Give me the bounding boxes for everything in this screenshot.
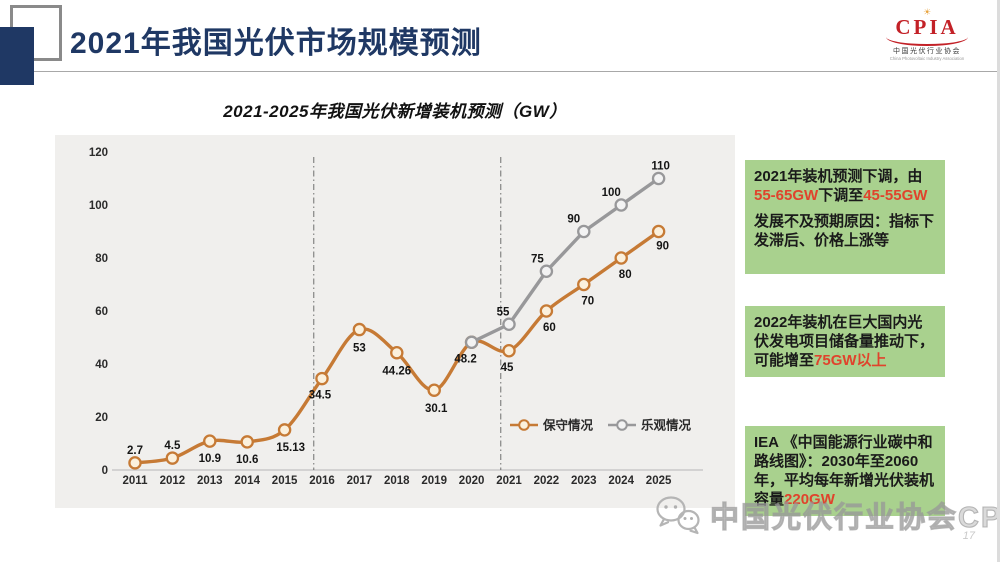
svg-text:55: 55 (497, 306, 510, 318)
svg-text:2019: 2019 (421, 475, 447, 487)
text-run: 2021年装机预测下调，由 (754, 168, 923, 185)
svg-text:2012: 2012 (160, 475, 186, 487)
svg-text:4.5: 4.5 (164, 440, 181, 452)
svg-text:90: 90 (656, 241, 669, 253)
svg-text:2014: 2014 (234, 475, 260, 487)
svg-text:120: 120 (89, 147, 108, 159)
svg-text:60: 60 (95, 306, 108, 318)
highlighted-value: 75GW以上 (814, 352, 887, 370)
svg-text:0: 0 (102, 465, 108, 477)
svg-text:2.7: 2.7 (127, 445, 143, 457)
svg-text:2011: 2011 (123, 475, 149, 487)
svg-text:2017: 2017 (347, 475, 373, 487)
svg-text:70: 70 (581, 296, 594, 308)
svg-text:110: 110 (651, 161, 670, 173)
svg-text:保守情况: 保守情况 (542, 418, 594, 433)
annotation-text: 2022年装机在巨大国内光伏发电项目储备量推动下，可能增至75GW以上 (754, 313, 936, 370)
svg-text:40: 40 (95, 359, 108, 371)
svg-text:乐观情况: 乐观情况 (641, 418, 692, 433)
annotation-text: IEA 《中国能源行业碳中和路线图》：2030年至2060年，平均每年新增光伏装… (754, 433, 936, 509)
svg-text:10.6: 10.6 (236, 454, 258, 466)
decor-square-solid (0, 27, 34, 85)
svg-text:75: 75 (531, 253, 544, 265)
svg-text:48.2: 48.2 (454, 353, 476, 365)
text-run: 发展不及预期原因：指标下发滞后、价格上涨等 (754, 213, 935, 250)
text-run: IEA 《中国能源行业碳中和路线图》：2030年至2060年，平均每年新增光伏装… (754, 434, 935, 509)
svg-text:2015: 2015 (272, 475, 298, 487)
svg-text:2016: 2016 (309, 475, 335, 487)
cpia-logo-text: CPIA (895, 15, 959, 39)
svg-text:2013: 2013 (197, 475, 223, 487)
svg-text:2022: 2022 (534, 475, 560, 487)
svg-text:100: 100 (89, 200, 108, 212)
chart-panel: 0 20 40 60 80 100 120 2011 2012 2013 2014 2015 2016 2… (55, 135, 735, 508)
svg-text:2025: 2025 (646, 475, 672, 487)
header-divider (33, 71, 997, 72)
cpia-logo: ☀ CPIA 中国光伏行业协会 China Photovoltaic Indus… (879, 8, 975, 63)
annotation-box-2022-forecast: 2022年装机在巨大国内光伏发电项目储备量推动下，可能增至75GW以上 (745, 306, 945, 378)
svg-text:53: 53 (353, 343, 366, 355)
chart-title: 2021-2025年我国光伏新增装机预测（GW） (223, 102, 567, 121)
svg-text:2021: 2021 (496, 475, 522, 487)
svg-text:10.9: 10.9 (199, 453, 221, 465)
highlighted-value: 55-65GW (754, 187, 819, 205)
text-run: 2022年装机在巨大国内光伏发电项目储备量推动下，可能增至 (754, 314, 935, 370)
svg-text:60: 60 (543, 322, 556, 334)
svg-text:2023: 2023 (571, 475, 597, 487)
annotation-text: 发展不及预期原因：指标下发滞后、价格上涨等 (754, 212, 936, 250)
svg-text:80: 80 (619, 269, 632, 281)
highlighted-value: 45-55GW (863, 187, 928, 205)
svg-text:2018: 2018 (384, 475, 410, 487)
svg-text:34.5: 34.5 (309, 390, 332, 402)
line-chart: 0 20 40 60 80 100 120 2011 2012 2013 2014 2015 2016 2… (89, 147, 703, 487)
svg-text:45: 45 (501, 362, 514, 374)
sun-icon: ☀ (922, 7, 932, 17)
slide-title: 2021年我国光伏市场规模预测 (70, 27, 482, 60)
svg-text:2020: 2020 (459, 475, 485, 487)
page-number: 17 (962, 530, 975, 542)
svg-text:80: 80 (95, 253, 108, 265)
annotation-text: 2021年装机预测下调，由 55-65GW下调至45-55GW (754, 167, 936, 205)
cpia-logo-cn-name: 中国光伏行业协会 (893, 48, 961, 55)
cpia-logo-en-name: China Photovoltaic Industry Association (889, 56, 965, 62)
annotation-box-2021-forecast: 2021年装机预测下调，由 55-65GW下调至45-55GW 发展不及预期原因：… (745, 160, 945, 274)
svg-text:15.13: 15.13 (276, 442, 305, 454)
svg-text:2024: 2024 (608, 475, 634, 487)
svg-text:90: 90 (567, 214, 580, 226)
svg-text:100: 100 (602, 187, 621, 199)
annotation-box-iea: IEA 《中国能源行业碳中和路线图》：2030年至2060年，平均每年新增光伏装… (745, 426, 945, 517)
svg-text:30.1: 30.1 (425, 403, 448, 415)
svg-text:44.26: 44.26 (382, 366, 411, 378)
highlighted-value: 220GW (784, 491, 835, 509)
text-run: 下调至 (818, 187, 864, 205)
svg-text:20: 20 (95, 412, 108, 424)
cpia-logo-arc (886, 37, 968, 46)
